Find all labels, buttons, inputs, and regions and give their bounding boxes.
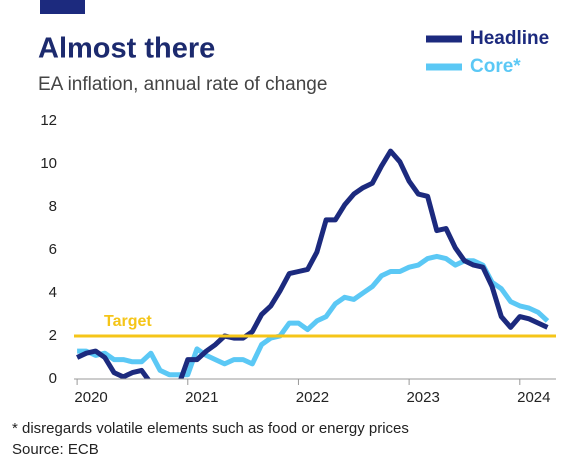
y-tick-label: 0 (49, 370, 57, 387)
x-tick-label: 2022 (296, 389, 329, 406)
y-tick-label: 8 (49, 198, 57, 215)
x-tick-label: 2023 (406, 389, 439, 406)
y-tick-label: 6 (49, 241, 57, 258)
legend-label: Core* (470, 56, 521, 77)
source: Source: ECB (12, 441, 99, 458)
y-tick-label: 2 (49, 327, 57, 344)
chart-subtitle: EA inflation, annual rate of change (38, 74, 327, 95)
x-tick-label: 2024 (517, 389, 550, 406)
target-label: Target (104, 313, 152, 330)
series-line (76, 148, 549, 379)
plot-area (76, 148, 550, 379)
brand-bar (40, 0, 85, 14)
chart-title: Almost there (38, 33, 215, 65)
x-tick-label: 2020 (74, 389, 107, 406)
x-tick-label: 2021 (185, 389, 218, 406)
footnote: * disregards volatile elements such as f… (12, 420, 409, 437)
y-tick-label: 10 (40, 155, 57, 172)
y-tick-label: 12 (40, 112, 57, 129)
y-tick-label: 4 (49, 284, 57, 301)
legend-label: Headline (470, 28, 549, 49)
